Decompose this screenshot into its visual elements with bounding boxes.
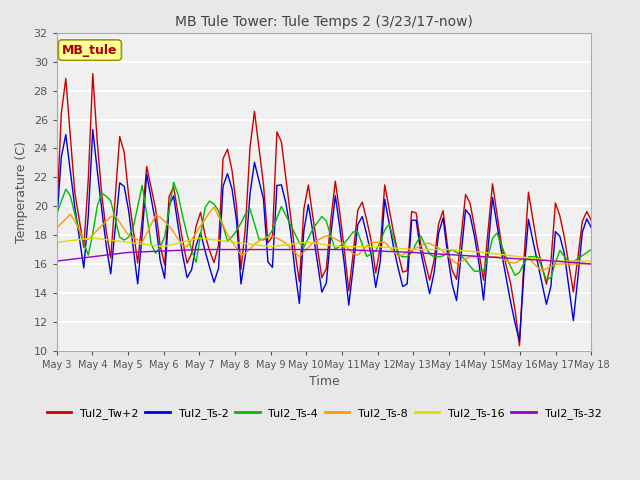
X-axis label: Time: Time	[308, 375, 339, 388]
Title: MB Tule Tower: Tule Temps 2 (3/23/17-now): MB Tule Tower: Tule Temps 2 (3/23/17-now…	[175, 15, 473, 29]
Y-axis label: Temperature (C): Temperature (C)	[15, 141, 28, 243]
Text: MB_tule: MB_tule	[62, 44, 118, 57]
Legend: Tul2_Tw+2, Tul2_Ts-2, Tul2_Ts-4, Tul2_Ts-8, Tul2_Ts-16, Tul2_Ts-32: Tul2_Tw+2, Tul2_Ts-2, Tul2_Ts-4, Tul2_Ts…	[42, 404, 605, 424]
